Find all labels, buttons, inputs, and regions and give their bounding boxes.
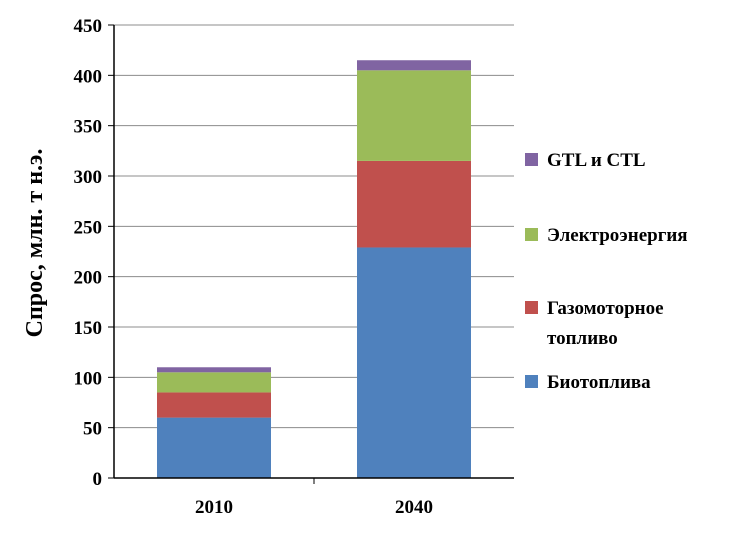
x-tick-label: 2010 <box>195 497 233 518</box>
bar-segment-2010-0 <box>157 417 271 478</box>
x-tick-label: 2040 <box>395 497 433 518</box>
legend-swatch <box>525 301 538 314</box>
axes <box>108 24 514 484</box>
bar-segment-2010-3 <box>157 367 271 373</box>
legend-swatch <box>525 375 538 388</box>
legend-label: GTL и CTL <box>547 150 646 171</box>
bar-segment-2040-0 <box>357 247 471 478</box>
legend-swatch <box>525 228 538 241</box>
legend-label: Электроэнергия <box>547 225 688 246</box>
y-tick-label: 200 <box>74 268 103 289</box>
bar-segment-2040-3 <box>357 60 471 71</box>
bar-segment-2040-1 <box>357 160 471 248</box>
y-tick-labels: 0 50 100 150 200 250 300 350 400 450 <box>74 16 103 490</box>
bar-segment-2010-1 <box>157 392 271 418</box>
bars <box>157 60 471 478</box>
legend-label: топливо <box>547 328 618 349</box>
x-tick-labels: 2010 2040 <box>195 497 433 518</box>
y-tick-label: 250 <box>74 217 103 238</box>
legend: GTL и CTL Электроэнергия Газомоторное топли… <box>525 150 688 393</box>
y-tick-label: 50 <box>83 419 102 440</box>
y-tick-label: 150 <box>74 318 103 339</box>
bar-segment-2010-2 <box>157 372 271 393</box>
legend-label: Биотоплива <box>547 372 651 393</box>
y-tick-label: 350 <box>74 117 103 138</box>
y-tick-label: 450 <box>74 16 103 37</box>
legend-label: Газомоторное <box>547 298 664 319</box>
y-tick-label: 300 <box>74 167 103 188</box>
legend-swatch <box>525 153 538 166</box>
y-tick-label: 0 <box>93 469 103 490</box>
y-tick-label: 400 <box>74 66 103 87</box>
bar-segment-2040-2 <box>357 70 471 161</box>
y-tick-label: 100 <box>74 368 103 389</box>
y-axis-label: Спрос, млн. т н.э. <box>22 149 48 338</box>
